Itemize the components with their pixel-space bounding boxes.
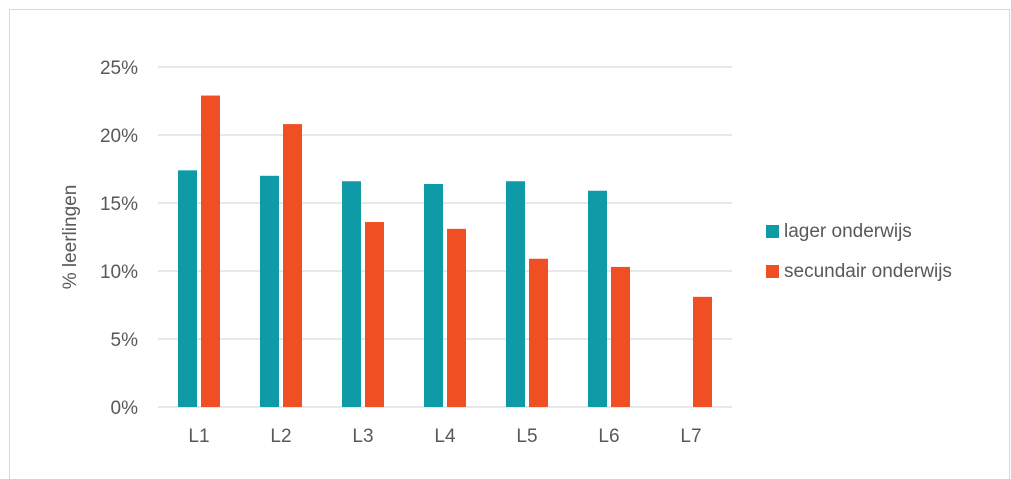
y-tick-label: 15% <box>100 194 138 215</box>
bars <box>178 95 712 408</box>
legend-swatch <box>766 225 779 238</box>
y-tick-label: 20% <box>100 126 138 147</box>
x-tick-label: L2 <box>270 426 291 447</box>
bar-secundair-onderwijs-L1 <box>201 95 220 407</box>
x-tick-label: L5 <box>516 426 537 447</box>
gridlines <box>158 66 732 408</box>
legend-label: secundair onderwijs <box>784 261 952 282</box>
bar-secundair-onderwijs-L7 <box>693 296 712 407</box>
y-axis-tick-labels: 0% 5% 10% 15% 20% 25% <box>100 58 138 419</box>
x-tick-label: L4 <box>434 426 456 447</box>
bar-lager-onderwijs-L5 <box>506 181 525 407</box>
bar-lager-onderwijs-L3 <box>342 181 361 407</box>
legend-label: lager onderwijs <box>784 221 912 242</box>
y-axis-title: % leerlingen <box>60 185 81 290</box>
bar-secundair-onderwijs-L2 <box>283 124 302 408</box>
legend: lager onderwijs secundair onderwijs <box>766 221 952 282</box>
y-tick-label: 5% <box>111 330 139 351</box>
bar-secundair-onderwijs-L3 <box>365 222 384 407</box>
bar-secundair-onderwijs-L6 <box>611 266 630 407</box>
bar-lager-onderwijs-L6 <box>588 190 607 407</box>
legend-swatch <box>766 265 779 278</box>
bar-lager-onderwijs-L1 <box>178 170 197 407</box>
y-tick-label: 0% <box>111 398 139 419</box>
y-tick-label: 25% <box>100 58 138 79</box>
bar-secundair-onderwijs-L5 <box>529 258 548 407</box>
bar-lager-onderwijs-L2 <box>260 175 279 407</box>
x-tick-label: L1 <box>188 426 209 447</box>
x-axis-tick-labels: L1 L2 L3 L4 L5 L6 L7 <box>188 426 701 447</box>
x-tick-label: L3 <box>352 426 373 447</box>
bar-lager-onderwijs-L4 <box>424 183 443 407</box>
bar-secundair-onderwijs-L4 <box>447 228 466 407</box>
x-tick-label: L6 <box>598 426 619 447</box>
x-tick-label: L7 <box>680 426 701 447</box>
y-tick-label: 10% <box>100 262 138 283</box>
